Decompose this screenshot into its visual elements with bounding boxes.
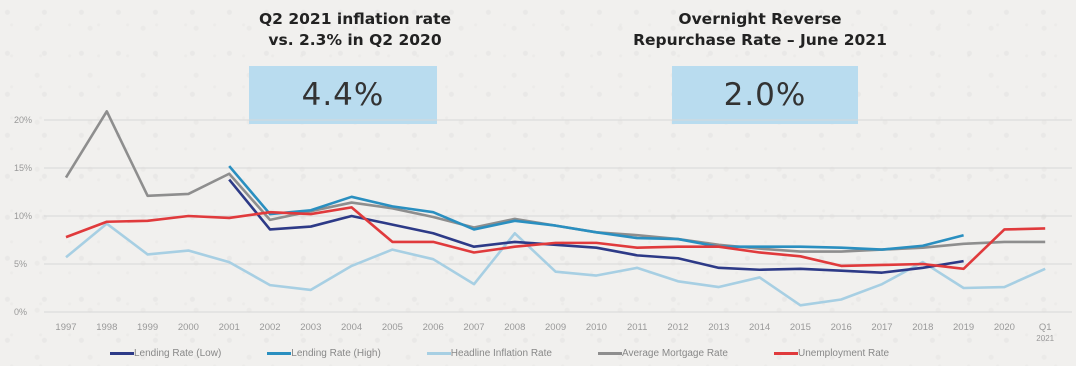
x-tick-label: 2009 <box>545 322 566 333</box>
y-tick-label: 0% <box>14 307 27 317</box>
x-tick-label: 2008 <box>504 322 525 333</box>
y-tick-label: 15% <box>14 163 32 173</box>
x-tick-label: 2020 <box>994 322 1015 333</box>
rrp-callout-title: Overnight Reverse Repurchase Rate – June… <box>580 9 940 51</box>
rrp-callout-title-line2: Repurchase Rate – June 2021 <box>633 31 887 49</box>
x-tick-label: 2000 <box>178 322 199 333</box>
x-tick-label: 2002 <box>259 322 280 333</box>
x-tick-label: Q1 <box>1039 322 1052 333</box>
x-tick-label: 2013 <box>708 322 729 333</box>
x-tick-label: 2005 <box>382 322 403 333</box>
legend-label: Unemployment Rate <box>797 347 890 359</box>
x-tick-label: 2015 <box>790 322 811 333</box>
series-line-headline-inflation-rate <box>65 222 1046 307</box>
x-tick-label: 2004 <box>341 322 362 333</box>
inflation-callout-title-line1: Q2 2021 inflation rate <box>258 10 452 28</box>
y-tick-label: 5% <box>14 259 27 269</box>
x-tick-label: 2003 <box>300 322 321 333</box>
x-tick-label: 1999 <box>137 322 158 333</box>
legend-swatch <box>110 351 134 355</box>
series-line-lending-rate-low <box>228 178 964 274</box>
x-tick-label: 1998 <box>96 322 117 333</box>
legend-item: Lending Rate (High) <box>267 348 381 359</box>
series-line-unemployment-rate <box>65 206 1046 271</box>
legend-swatch <box>426 351 451 355</box>
x-tick-label: 2014 <box>749 322 770 333</box>
x-tick-label: 2017 <box>871 322 892 333</box>
inflation-callout-value: 4.4% <box>249 66 437 124</box>
x-tick-label-line2: 2021 <box>1036 334 1054 343</box>
legend-label: Lending Rate (High) <box>291 347 381 359</box>
x-tick-label: 2001 <box>219 322 240 333</box>
rrp-callout-title-line1: Overnight Reverse <box>678 10 842 28</box>
legend-swatch <box>773 351 798 355</box>
y-tick-label: 20% <box>14 115 32 125</box>
legend-item: Unemployment Rate <box>773 347 890 359</box>
x-tick-label: 2010 <box>586 322 607 333</box>
inflation-callout-title: Q2 2021 inflation rate vs. 2.3% in Q2 20… <box>195 9 515 51</box>
x-tick-label: 2006 <box>423 322 444 333</box>
x-tick-label: 2011 <box>627 322 647 333</box>
chart-legend: Lending Rate (Low) Lending Rate (High) Hea… <box>110 345 889 361</box>
legend-swatch <box>597 351 622 355</box>
x-tick-label: 1997 <box>55 322 76 333</box>
legend-label: Lending Rate (Low) <box>134 347 222 359</box>
legend-label: Average Mortgage Rate <box>621 347 728 359</box>
legend-item: Average Mortgage Rate <box>597 347 728 359</box>
inflation-callout-title-line2: vs. 2.3% in Q2 2020 <box>268 31 442 49</box>
x-tick-label: 2016 <box>831 322 852 333</box>
legend-item: Headline Inflation Rate <box>426 347 552 359</box>
x-tick-label: 2019 <box>953 322 974 333</box>
x-tick-label: 2012 <box>667 322 688 333</box>
legend-label: Headline Inflation Rate <box>450 347 552 359</box>
rrp-callout-value: 2.0% <box>672 66 858 124</box>
legend-swatch <box>267 351 292 355</box>
x-tick-label: 2018 <box>912 322 933 333</box>
legend-item: Lending Rate (Low) <box>110 348 221 359</box>
series-line-average-mortgage-rate <box>64 110 1046 253</box>
y-tick-label: 10% <box>14 211 32 221</box>
x-tick-label: 2007 <box>463 322 484 333</box>
series-line-lending-rate-high <box>228 165 964 251</box>
